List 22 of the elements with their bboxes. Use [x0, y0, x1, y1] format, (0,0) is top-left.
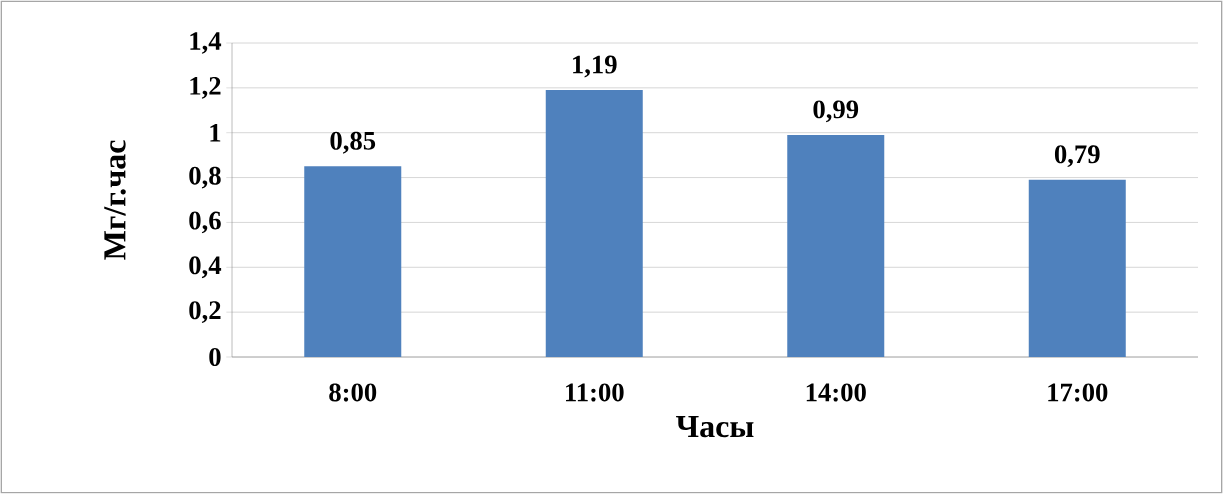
y-tick-label: 0,4 — [189, 256, 222, 279]
data-label: 0,85 — [330, 131, 376, 154]
y-tick-label: 0 — [209, 348, 221, 366]
y-tick-label: 0,8 — [189, 166, 221, 189]
y-tick-label: 1,2 — [190, 76, 221, 99]
y-axis-title: Мг/г.час — [104, 140, 126, 260]
y-tick-label: 0,2 — [189, 301, 221, 324]
x-tick-label: 14:00 — [806, 383, 866, 402]
data-label: 0,99 — [813, 100, 859, 123]
y-tick-label: 1,4 — [190, 32, 222, 54]
bar — [1028, 179, 1126, 357]
data-label: 0,79 — [1054, 145, 1100, 168]
x-tick-label: 17:00 — [1048, 383, 1108, 402]
bar — [545, 90, 643, 357]
x-tick-label: 11:00 — [566, 383, 624, 402]
x-axis-title: Часы — [676, 416, 754, 438]
x-tick-label: 8:00 — [329, 383, 377, 402]
bar — [787, 134, 885, 357]
bar — [304, 166, 402, 357]
y-tick-label: 0,6 — [189, 211, 221, 234]
data-label: 1,19 — [573, 55, 617, 78]
y-tick-label: 1 — [210, 123, 221, 142]
